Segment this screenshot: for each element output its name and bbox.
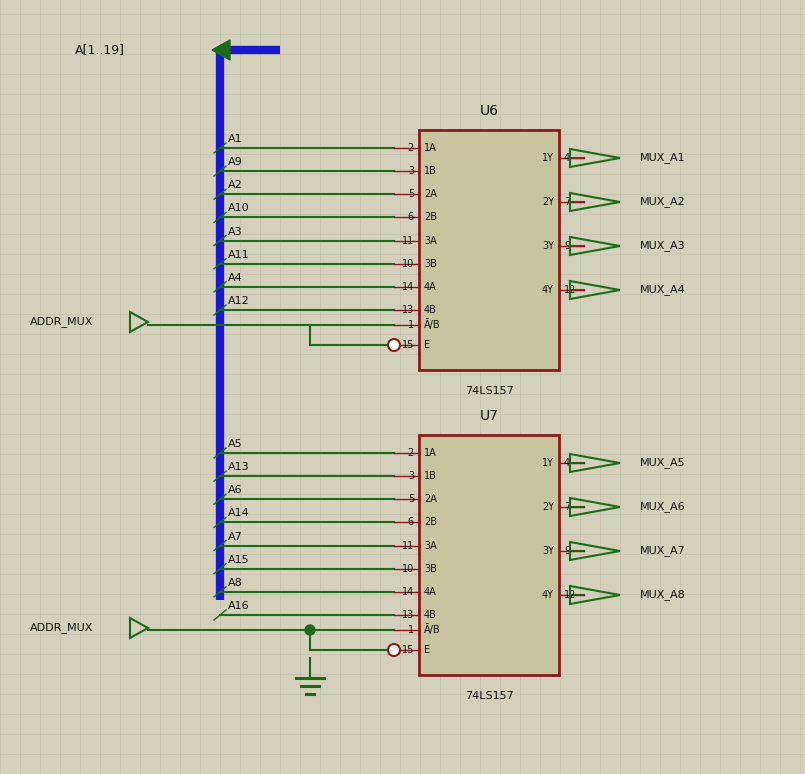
- Text: 13: 13: [402, 610, 414, 620]
- Text: 11: 11: [402, 235, 414, 245]
- Text: 2: 2: [408, 143, 414, 153]
- Text: 2: 2: [408, 448, 414, 458]
- Text: Ā/B: Ā/B: [424, 625, 440, 635]
- Text: 4B: 4B: [424, 610, 437, 620]
- Text: 3A: 3A: [424, 540, 437, 550]
- Text: 7: 7: [564, 197, 570, 207]
- Text: A12: A12: [228, 296, 250, 306]
- Text: 4Y: 4Y: [542, 285, 554, 295]
- Text: 3: 3: [408, 166, 414, 176]
- Text: Ā/B: Ā/B: [424, 320, 440, 330]
- Text: A5: A5: [228, 439, 242, 449]
- Text: 15: 15: [402, 340, 414, 350]
- Text: 7: 7: [564, 502, 570, 512]
- Text: 1Y: 1Y: [542, 458, 554, 468]
- Text: 6: 6: [408, 212, 414, 222]
- Text: 1Y: 1Y: [542, 153, 554, 163]
- Text: A6: A6: [228, 485, 242, 495]
- Text: 12: 12: [564, 285, 576, 295]
- Text: 4B: 4B: [424, 305, 437, 315]
- Text: MUX_A6: MUX_A6: [640, 502, 686, 512]
- Text: A11: A11: [228, 250, 250, 260]
- Text: 14: 14: [402, 282, 414, 292]
- Text: 4: 4: [564, 458, 570, 468]
- Text: U6: U6: [480, 104, 498, 118]
- Text: A7: A7: [228, 532, 243, 542]
- Text: A[1..19]: A[1..19]: [75, 43, 125, 57]
- Circle shape: [388, 644, 400, 656]
- Text: 3Y: 3Y: [542, 241, 554, 251]
- Text: A1: A1: [228, 134, 242, 144]
- Text: 3A: 3A: [424, 235, 437, 245]
- Text: A15: A15: [228, 555, 250, 565]
- Text: 1: 1: [408, 625, 414, 635]
- Text: 14: 14: [402, 587, 414, 597]
- Text: 15: 15: [402, 645, 414, 655]
- Text: MUX_A1: MUX_A1: [640, 152, 686, 163]
- Text: 3B: 3B: [424, 563, 437, 574]
- Text: 2A: 2A: [424, 190, 437, 199]
- Text: A14: A14: [228, 509, 250, 519]
- Text: A10: A10: [228, 204, 250, 214]
- Text: 9: 9: [564, 546, 570, 556]
- Text: 9: 9: [564, 241, 570, 251]
- Text: 4Y: 4Y: [542, 590, 554, 600]
- Text: 3: 3: [408, 471, 414, 481]
- Text: 4A: 4A: [424, 587, 437, 597]
- Text: A13: A13: [228, 462, 250, 472]
- Text: 10: 10: [402, 563, 414, 574]
- Circle shape: [305, 625, 315, 635]
- Text: 3Y: 3Y: [542, 546, 554, 556]
- Text: 4: 4: [564, 153, 570, 163]
- Bar: [419, 130, 559, 370]
- Text: 1B: 1B: [424, 471, 437, 481]
- Text: 2Y: 2Y: [542, 502, 554, 512]
- Text: 2B: 2B: [424, 518, 437, 527]
- Text: 2Y: 2Y: [542, 197, 554, 207]
- Text: 12: 12: [564, 590, 576, 600]
- Text: A9: A9: [228, 157, 243, 167]
- Text: MUX_A3: MUX_A3: [640, 241, 686, 252]
- Text: E: E: [424, 340, 430, 350]
- Text: 1A: 1A: [424, 143, 437, 153]
- Text: A4: A4: [228, 273, 243, 283]
- Text: E: E: [424, 645, 430, 655]
- Text: MUX_A8: MUX_A8: [640, 590, 686, 601]
- Text: 5: 5: [408, 190, 414, 199]
- Text: A16: A16: [228, 601, 250, 611]
- Text: 1A: 1A: [424, 448, 437, 458]
- Text: 13: 13: [402, 305, 414, 315]
- Text: MUX_A5: MUX_A5: [640, 457, 686, 468]
- Text: 2B: 2B: [424, 212, 437, 222]
- Text: MUX_A7: MUX_A7: [640, 546, 686, 557]
- Text: 1: 1: [408, 320, 414, 330]
- Text: 74LS157: 74LS157: [464, 386, 514, 396]
- Polygon shape: [212, 40, 230, 60]
- Text: ADDR_MUX: ADDR_MUX: [30, 317, 93, 327]
- Text: 4A: 4A: [424, 282, 437, 292]
- Text: A8: A8: [228, 578, 243, 588]
- Text: MUX_A4: MUX_A4: [640, 285, 686, 296]
- Text: U7: U7: [480, 409, 498, 423]
- Bar: [419, 435, 559, 675]
- Text: A2: A2: [228, 180, 243, 190]
- Text: 11: 11: [402, 540, 414, 550]
- Text: 3B: 3B: [424, 259, 437, 269]
- Text: 1B: 1B: [424, 166, 437, 176]
- Text: 5: 5: [408, 495, 414, 505]
- Text: MUX_A2: MUX_A2: [640, 197, 686, 207]
- Circle shape: [388, 339, 400, 351]
- Text: 2A: 2A: [424, 495, 437, 505]
- Text: A3: A3: [228, 227, 242, 237]
- Text: 74LS157: 74LS157: [464, 691, 514, 701]
- Text: ADDR_MUX: ADDR_MUX: [30, 622, 93, 633]
- Text: 6: 6: [408, 518, 414, 527]
- Text: 10: 10: [402, 259, 414, 269]
